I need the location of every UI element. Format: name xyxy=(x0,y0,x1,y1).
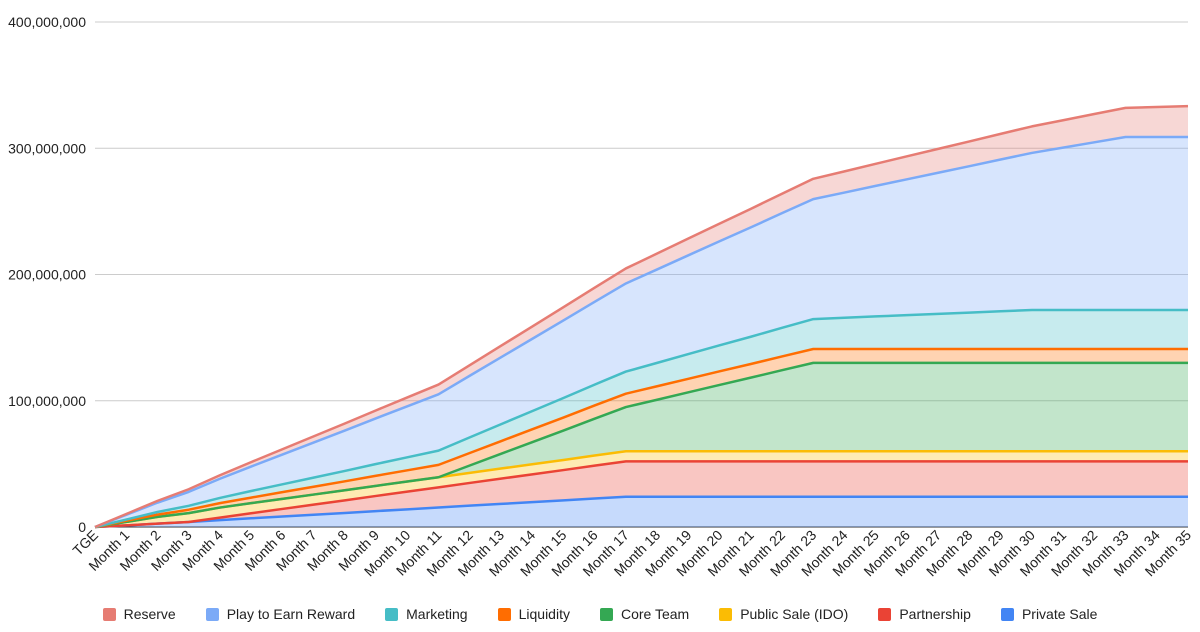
line-partnership xyxy=(94,460,1188,529)
area-private-sale xyxy=(95,496,1188,527)
legend-label: Partnership xyxy=(899,606,971,622)
line-marketing xyxy=(94,308,1188,529)
legend-item-partnership[interactable]: Partnership xyxy=(878,606,971,622)
area-play-to-earn-reward xyxy=(95,137,1188,528)
legend-swatch-private-sale xyxy=(1000,607,1014,621)
legend-label: Core Team xyxy=(620,606,690,622)
legend-label: Public Sale (IDO) xyxy=(740,606,849,622)
line-private-sale xyxy=(94,495,1188,529)
y-tick-label: 300,000,000 xyxy=(8,140,86,156)
area-marketing xyxy=(95,309,1188,527)
legend: Reserve Play to Earn Reward Marketing Li… xyxy=(0,606,1200,622)
area-liquidity xyxy=(95,348,1188,527)
legend-swatch-reserve xyxy=(102,607,116,621)
y-tick-label: 200,000,000 xyxy=(8,267,86,283)
y-tick-label: 400,000,000 xyxy=(8,14,86,30)
legend-item-play-to-earn[interactable]: Play to Earn Reward xyxy=(205,606,356,622)
legend-swatch-public-sale xyxy=(719,607,733,621)
y-tick-label: 100,000,000 xyxy=(8,393,86,409)
stacked-area-chart: 0 100,000,000 200,000,000 300,000,000 400,00… xyxy=(8,14,1194,579)
area-core-team xyxy=(95,362,1188,527)
legend-swatch-play-to-earn xyxy=(205,607,219,621)
y-tick-label: 0 xyxy=(78,519,86,535)
line-core-team xyxy=(94,361,1188,529)
legend-item-public-sale[interactable]: Public Sale (IDO) xyxy=(719,606,848,622)
legend-swatch-core-team xyxy=(599,607,613,621)
legend-swatch-partnership xyxy=(878,607,892,621)
legend-label: Play to Earn Reward xyxy=(226,606,356,622)
legend-swatch-liquidity xyxy=(497,607,511,621)
legend-item-private-sale[interactable]: Private Sale xyxy=(1000,606,1098,622)
legend-item-core-team[interactable]: Core Team xyxy=(599,606,690,622)
legend-swatch-marketing xyxy=(385,607,399,621)
legend-item-reserve[interactable]: Reserve xyxy=(102,606,176,622)
legend-item-liquidity[interactable]: Liquidity xyxy=(497,606,570,622)
legend-label: Reserve xyxy=(123,606,176,622)
legend-label: Marketing xyxy=(406,606,468,622)
line-liquidity xyxy=(94,347,1188,529)
line-play-to-earn-reward xyxy=(94,135,1188,529)
legend-label: Liquidity xyxy=(518,606,570,622)
line-reserve xyxy=(94,104,1189,529)
legend-item-marketing[interactable]: Marketing xyxy=(385,606,468,622)
legend-label: Private Sale xyxy=(1021,606,1098,622)
